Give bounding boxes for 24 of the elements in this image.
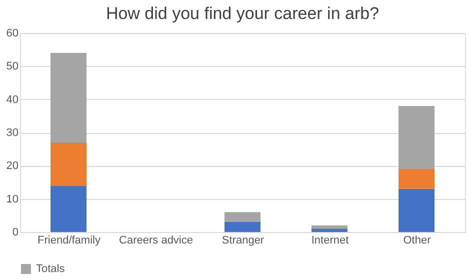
y-tick-label: 10 — [6, 193, 18, 206]
bar — [50, 186, 86, 232]
y-tick-label: 0 — [12, 226, 18, 238]
bar — [50, 52, 86, 142]
x-tick-label: Friend/family — [38, 234, 101, 246]
x-tick-label: Other — [403, 234, 432, 246]
bar — [312, 228, 348, 232]
x-tick-label: Internet — [311, 234, 349, 246]
y-tick-label: 60 — [6, 28, 18, 40]
bar — [224, 222, 260, 232]
chart-title: How did you find your career in arb? — [106, 4, 380, 23]
bar — [398, 188, 434, 232]
y-tick-label: 20 — [6, 160, 18, 172]
x-tick-label: Stranger — [222, 234, 264, 246]
x-tick-label: Careers advice — [119, 234, 193, 246]
bar — [224, 212, 260, 222]
y-tick-label: 30 — [6, 127, 18, 139]
bar — [50, 142, 86, 186]
bar — [398, 168, 434, 189]
y-tick-label: 50 — [6, 60, 18, 73]
bar — [312, 225, 348, 229]
bar — [398, 106, 434, 169]
y-tick-label: 40 — [6, 94, 18, 106]
legend-label: Totals — [36, 263, 66, 275]
